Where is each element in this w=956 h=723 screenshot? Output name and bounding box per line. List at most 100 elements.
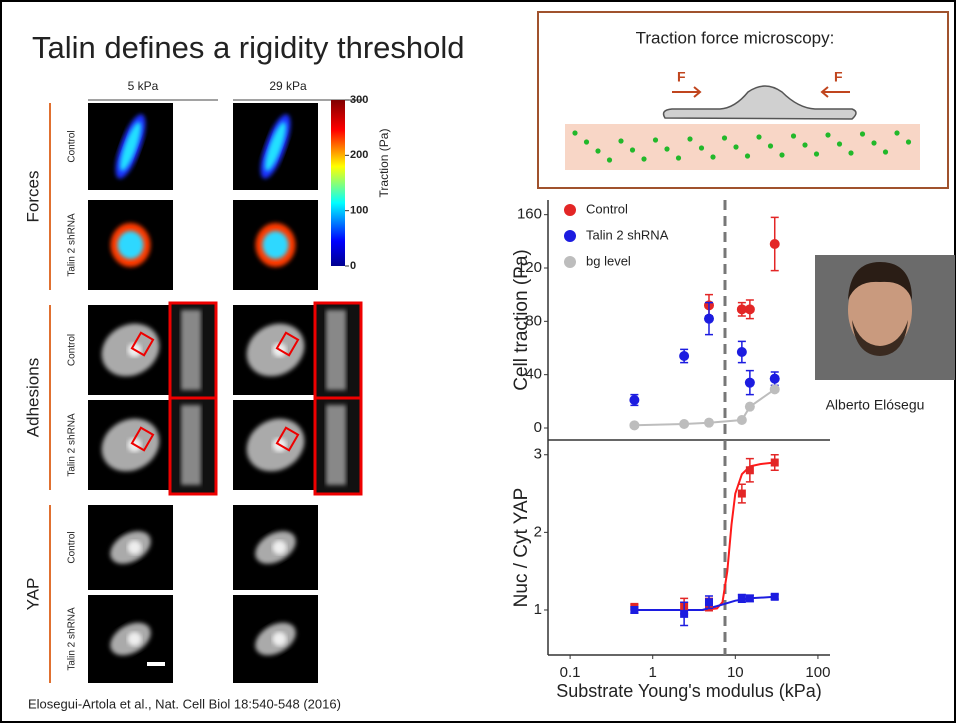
bead <box>595 148 601 154</box>
bead <box>606 157 613 163</box>
point <box>679 419 690 429</box>
series-line <box>634 388 776 427</box>
point <box>737 594 746 603</box>
substrate <box>565 124 920 170</box>
force-arrow <box>672 86 702 98</box>
point <box>744 401 755 412</box>
x-tick-label: 10 <box>727 664 744 681</box>
row-label: Control <box>67 334 78 366</box>
bead <box>859 131 866 137</box>
nucleus <box>272 632 287 646</box>
bead <box>687 136 693 142</box>
point <box>629 420 640 431</box>
cell-blob <box>117 231 144 259</box>
bead <box>721 135 728 141</box>
colorbar-tick-label: 200 <box>350 149 368 161</box>
photo-beard <box>852 320 908 356</box>
group-label: Adhesions <box>23 358 42 437</box>
bead <box>652 137 659 143</box>
bead <box>675 155 682 161</box>
legend-marker <box>564 230 576 242</box>
legend-marker <box>564 256 576 268</box>
bead <box>618 138 624 144</box>
point <box>704 598 713 607</box>
bead <box>894 130 900 136</box>
nucleus <box>272 540 287 555</box>
point <box>745 466 754 475</box>
nucleus <box>127 540 142 555</box>
bead <box>813 151 820 157</box>
point <box>770 592 779 601</box>
y-axis-label: Cell traction (Pa) <box>511 249 532 391</box>
row-label: Control <box>67 130 78 162</box>
slide-title: Talin defines a rigidity threshold <box>32 30 465 65</box>
cell-blob <box>119 121 142 172</box>
bead <box>767 143 774 149</box>
point <box>737 489 746 498</box>
charts: 0 40 80 120 160 Cell traction (Pa) Control Tali… <box>511 200 830 701</box>
point <box>736 347 747 357</box>
zoom-content <box>181 405 201 485</box>
colorbar-label: Traction (Pa) <box>377 129 391 198</box>
row-label: Talin 2 shRNA <box>67 213 78 277</box>
zoom-content <box>326 405 346 485</box>
bead <box>790 133 797 139</box>
y-tick-label: 120 <box>517 259 542 276</box>
bead <box>848 150 854 156</box>
bead <box>710 154 716 160</box>
point <box>744 304 755 315</box>
legend-label: bg level <box>586 253 631 268</box>
zoom-content <box>181 310 201 390</box>
x-tick-label: 1 <box>649 664 657 681</box>
bead <box>641 156 647 162</box>
group-label: YAP <box>23 578 42 611</box>
y-tick-label: 2 <box>534 523 542 540</box>
point <box>736 415 747 425</box>
point <box>769 239 780 249</box>
fit-line <box>634 461 775 611</box>
legend-label: Control <box>586 201 628 216</box>
bead <box>629 147 636 153</box>
force-arrow <box>820 86 850 98</box>
x-tick-label: 100 <box>805 664 830 681</box>
point <box>770 458 779 467</box>
point <box>680 609 689 618</box>
figure: 5 kPa 29 kPa Control Talin 2 shRNA Control Ta… <box>23 79 391 683</box>
bead <box>779 152 785 158</box>
zoom-content <box>326 310 346 390</box>
inset-title: Traction force microscopy: <box>636 28 835 47</box>
zoom-box <box>130 426 155 452</box>
legend-label: Talin 2 shRNA <box>586 227 669 242</box>
cell-blob <box>262 231 289 259</box>
point <box>744 377 755 388</box>
cell <box>662 85 857 120</box>
y-tick-label: 3 <box>534 446 542 463</box>
beads <box>572 130 912 163</box>
colorbar-tick-label: 300 <box>350 94 368 106</box>
y-tick-label: 160 <box>517 206 542 223</box>
y-tick-label: 1 <box>534 601 542 618</box>
y-tick-label: 80 <box>525 312 542 329</box>
force-label: F <box>834 69 843 85</box>
point <box>769 373 780 384</box>
bead <box>802 142 808 148</box>
legend-marker <box>564 204 576 216</box>
zoom-box <box>130 331 155 357</box>
column-label: 29 kPa <box>269 79 307 93</box>
bead <box>882 149 889 155</box>
bead <box>905 139 912 145</box>
nucleus <box>127 632 142 646</box>
bead <box>664 146 670 152</box>
bead <box>733 144 739 150</box>
photo-caption: Alberto Elósegu <box>826 397 925 413</box>
bead <box>572 130 578 136</box>
y-tick-label: 0 <box>534 419 542 436</box>
row-label: Talin 2 shRNA <box>67 413 78 477</box>
bead <box>698 145 705 151</box>
zoom-box <box>275 426 300 452</box>
photo-hair <box>848 262 912 300</box>
bead <box>744 153 751 159</box>
row-label: Talin 2 shRNA <box>67 607 78 671</box>
y-axis-label: Nuc / Cyt YAP <box>511 488 532 608</box>
